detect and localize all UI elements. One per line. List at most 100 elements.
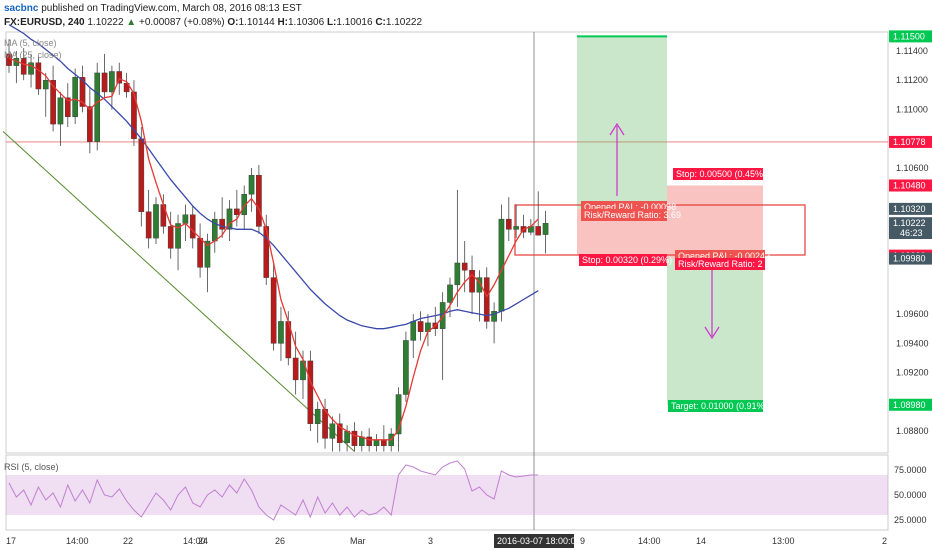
candle-up xyxy=(241,194,248,215)
time-tick-label: 13:00 xyxy=(772,536,795,546)
price-tick-label: 1.08800 xyxy=(896,426,929,436)
candle-down xyxy=(131,91,137,139)
publisher-name[interactable]: sacbnc xyxy=(4,3,39,14)
price-tick-label: 1.11200 xyxy=(896,75,928,85)
trend-line-segment xyxy=(2,131,355,452)
price-tag-label: 1.10480 xyxy=(893,180,926,190)
high-value: 1.10306 xyxy=(288,17,325,28)
published-text: published on TradingView.com, March 08, … xyxy=(41,3,302,14)
candle-down xyxy=(219,218,225,230)
price-tag xyxy=(889,179,932,192)
time-tick-label: 14 xyxy=(696,536,706,546)
candle-down xyxy=(469,270,475,293)
candle-down xyxy=(535,226,541,236)
time-tick-label: Mar xyxy=(350,536,366,546)
ohlc-line: FX:EURUSD, 240 1.10222 ▲ +0.00087 (+0.08… xyxy=(4,17,422,28)
close-value: 1.10222 xyxy=(385,17,423,28)
close-label: C: xyxy=(375,17,386,28)
candle-down xyxy=(197,237,203,268)
candle-down xyxy=(292,357,299,381)
candle-up xyxy=(542,223,549,235)
candle-down xyxy=(336,423,343,443)
candle-up xyxy=(329,423,336,439)
candle-up xyxy=(42,80,49,90)
candle-down xyxy=(116,71,123,84)
candle-up xyxy=(175,223,181,249)
short-target-label-bg xyxy=(668,400,763,412)
candle-up xyxy=(226,208,233,230)
time-tick-label: 14:00 xyxy=(66,536,89,546)
ma-legend-1[interactable]: MA (5, close) xyxy=(4,38,57,48)
price-tick-label: 1.09600 xyxy=(896,309,929,319)
publish-line: sacbnc published on TradingView.com, Mar… xyxy=(4,3,302,14)
price-axis: 1.11400 1.11200 1.11000 1.10600 1.09600 1.094… xyxy=(889,30,932,436)
candle-down xyxy=(189,214,196,239)
rsi-pane xyxy=(5,454,889,531)
low-label: L: xyxy=(326,17,337,28)
candle-up xyxy=(447,284,453,303)
time-tick-label: 9 xyxy=(580,536,585,546)
candle-down xyxy=(35,62,42,90)
symbol-label[interactable]: FX:EURUSD, 240 xyxy=(4,17,85,28)
long-arrowhead-icon xyxy=(609,122,625,136)
time-tick-label: 14:00 xyxy=(638,536,661,546)
candle-down xyxy=(234,208,240,215)
candle-up xyxy=(278,321,284,344)
rsi-legend[interactable]: RSI (5, close) xyxy=(4,462,59,472)
candle-down xyxy=(138,138,145,213)
candle-down xyxy=(145,211,152,239)
short-stop-label-bg xyxy=(673,168,763,180)
moving-averages xyxy=(8,24,539,441)
rsi-tick-label: 25.0000 xyxy=(894,515,927,525)
price-tag xyxy=(889,202,932,215)
change-up-icon: ▲ xyxy=(126,17,137,28)
grid xyxy=(5,31,889,531)
time-tick-label: 26 xyxy=(275,536,285,546)
candle-up xyxy=(182,214,189,224)
short-opened-pl: Opened P&L: -0.00242 xyxy=(678,251,770,261)
long-opened-pl: Opened P&L: -0.00098 xyxy=(584,202,676,212)
last-price: 1.10222 xyxy=(87,17,124,28)
candle-down xyxy=(351,430,358,446)
candle-down xyxy=(366,436,372,446)
price-tag xyxy=(889,398,932,411)
candle-down xyxy=(417,321,424,332)
rsi-tick-label: 75.0000 xyxy=(894,465,927,475)
trend-line xyxy=(2,131,355,452)
candle-down xyxy=(506,218,512,230)
price-tag-label: 1.08980 xyxy=(893,400,926,410)
open-value: 1.10144 xyxy=(238,17,275,28)
candle-up xyxy=(28,62,34,75)
candle-up xyxy=(439,302,446,329)
candle-up xyxy=(314,408,321,424)
rsi-tick-label: 50.0000 xyxy=(894,490,927,500)
long-risk-reward: Risk/Reward Ratio: 3.69 xyxy=(584,210,681,220)
long-stop-label-bg xyxy=(579,254,667,266)
candle-up xyxy=(57,97,64,125)
candle-up xyxy=(373,439,380,446)
price-tag-label: 1.11500 xyxy=(893,31,925,41)
time-axis: 17 14:00 22 14:0024 26 Mar 3 9 14:00 14 13:00 22016… xyxy=(6,534,887,548)
candle-down xyxy=(101,72,108,93)
candles xyxy=(6,39,549,452)
low-value: 1.10016 xyxy=(336,17,373,28)
rsi-line xyxy=(8,460,539,521)
price-tick-label: 1.10600 xyxy=(896,163,929,173)
time-tick-label: 2 xyxy=(882,536,887,546)
candle-up xyxy=(72,77,78,117)
candle-down xyxy=(483,277,490,322)
price-tag-label: 1.10320 xyxy=(893,204,926,214)
candle-up xyxy=(476,277,483,293)
ma-fast-line xyxy=(8,57,539,441)
candle-down xyxy=(87,106,93,142)
candle-up xyxy=(153,204,159,239)
price-pane xyxy=(5,31,889,454)
time-tick-label: 3 xyxy=(428,536,433,546)
short-risk-reward: Risk/Reward Ratio: 2 xyxy=(678,259,763,269)
candle-down xyxy=(270,277,277,344)
ma-legend-2[interactable]: MA (25, close) xyxy=(4,50,62,60)
candle-up xyxy=(94,72,100,142)
time-tick-label: 17 xyxy=(6,536,16,546)
candle-down xyxy=(20,58,27,75)
